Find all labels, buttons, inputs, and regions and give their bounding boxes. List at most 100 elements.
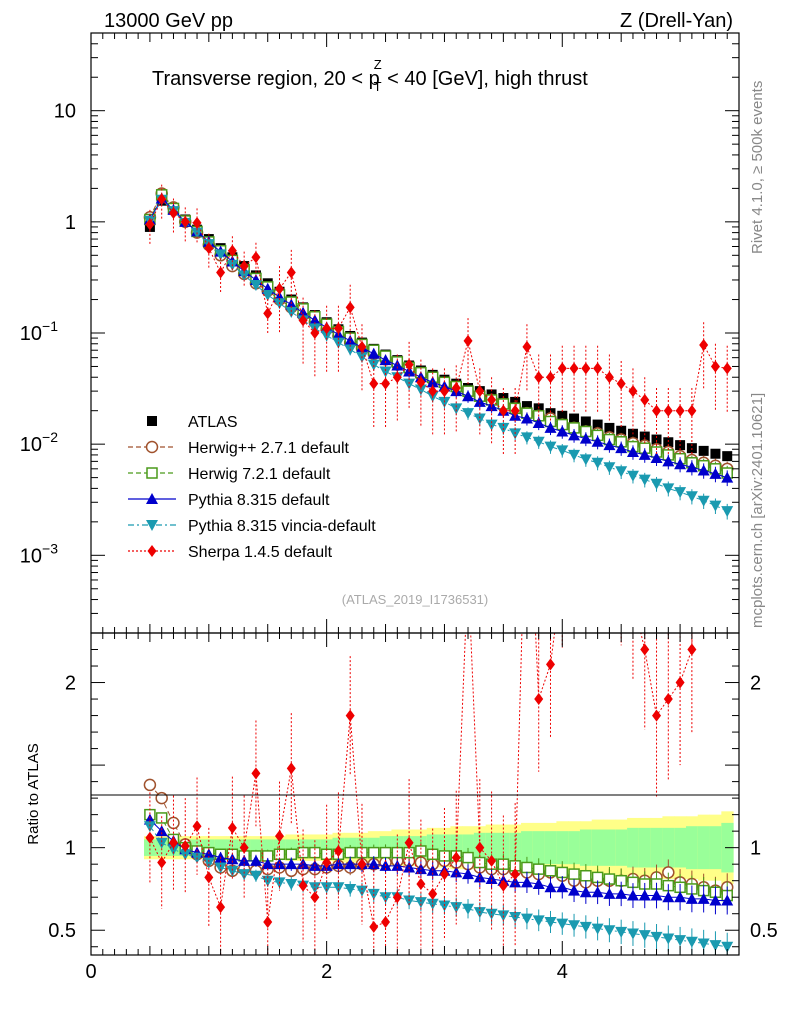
ratio-point: [509, 876, 522, 888]
data-point: [616, 425, 627, 436]
data-point: [603, 462, 616, 474]
ratio-point: [591, 923, 604, 935]
legend-label: ATLAS: [188, 414, 238, 431]
ratio-point: [333, 844, 343, 857]
ratio-point: [556, 881, 569, 893]
ratio-point: [415, 845, 427, 857]
ratio-point: [355, 885, 368, 897]
ratio-point: [674, 891, 687, 903]
data-point: [650, 478, 663, 490]
ratio-point: [568, 920, 581, 932]
legend-marker: [145, 440, 159, 454]
ratio-band-inner: [685, 826, 699, 870]
data-point: [261, 289, 274, 301]
ratio-point: [403, 861, 416, 873]
ratio-point: [650, 931, 663, 943]
data-point: [662, 483, 675, 495]
ratio-point: [249, 854, 262, 866]
y-tick-label: 1: [65, 212, 76, 234]
ratio-point: [556, 918, 569, 930]
ratio-point: [709, 940, 722, 952]
data-point: [473, 413, 486, 425]
main-panel-data: [143, 184, 734, 520]
ratio-point: [204, 871, 214, 884]
data-point: [604, 371, 614, 384]
ratio-point: [462, 903, 475, 915]
ratio-point: [697, 938, 710, 950]
legend-marker: [146, 467, 158, 479]
ratio-point: [697, 892, 710, 904]
ratio-point: [591, 886, 604, 898]
ratio-y-axis-label: Ratio to ATLAS: [25, 743, 42, 844]
data-point: [463, 334, 473, 347]
ratio-point: [532, 863, 545, 875]
ratio-point: [532, 915, 545, 927]
legend-marker: [146, 493, 158, 504]
data-point: [685, 461, 698, 473]
ratio-point: [238, 869, 251, 881]
ratio-point: [298, 879, 308, 892]
data-point: [227, 244, 237, 257]
ratio-band-inner: [697, 826, 711, 870]
data-point: [520, 412, 533, 424]
ratio-point: [464, 564, 473, 576]
y-tick-exponent: −2: [42, 429, 58, 445]
ratio-point: [155, 825, 168, 837]
ratio-point: [721, 894, 734, 906]
data-point: [557, 410, 568, 421]
data-point: [615, 466, 628, 478]
ratio-panel-data: [143, 528, 734, 955]
ratio-point: [426, 898, 439, 910]
plot-title-sub: T: [374, 79, 382, 94]
data-point: [721, 471, 734, 483]
ratio-point: [168, 836, 178, 849]
y-tick-label: 10−2: [20, 429, 58, 456]
data-point: [485, 419, 498, 431]
data-point: [357, 340, 367, 353]
legend-item-herwig-2-7-1-default: Herwig++ 2.7.1 default: [128, 440, 350, 457]
ratio-point: [510, 868, 520, 881]
ratio-point: [579, 886, 592, 898]
ratio-point: [605, 528, 614, 540]
data-point: [416, 376, 426, 389]
data-point: [699, 338, 709, 351]
ratio-point: [558, 568, 567, 580]
ratio-band-inner: [709, 826, 722, 870]
plot-title-sup: Z: [374, 57, 382, 72]
plot-title-prefix: Transverse region, 20 < p: [152, 68, 380, 90]
data-point: [709, 467, 722, 479]
y-tick-label: 10: [54, 101, 76, 123]
ratio-point: [273, 858, 286, 870]
ratio-point: [603, 925, 616, 937]
data-point: [297, 306, 310, 318]
ratio-point: [617, 561, 626, 573]
ratio-point: [626, 889, 639, 901]
ratio-point: [485, 873, 498, 885]
plot-title: Transverse region, 20 < pZ T < 40 [GeV], …: [152, 57, 588, 94]
data-point: [522, 340, 532, 353]
ratio-band-inner: [579, 829, 593, 866]
ratio-point: [145, 831, 155, 844]
legend-marker: [146, 520, 158, 531]
ratio-point: [451, 851, 461, 864]
y-tick-exponent: −3: [42, 540, 58, 556]
ratio-point: [192, 820, 202, 833]
data-point: [369, 377, 379, 390]
data-point: [379, 354, 392, 366]
ratio-point: [556, 866, 569, 879]
series-line: [149, 198, 728, 512]
data-point: [615, 442, 628, 454]
ratio-point: [297, 858, 310, 870]
data-point: [556, 425, 569, 437]
ratio-point: [603, 887, 616, 899]
main-panel-frame: [90, 32, 740, 634]
ratio-point: [685, 892, 698, 904]
data-point: [674, 458, 687, 470]
plot-title-suffix: < 40 [GeV], high thrust: [382, 68, 589, 90]
ratio-point: [638, 930, 651, 942]
ratio-point: [180, 840, 190, 853]
ratio-point: [344, 846, 356, 859]
mcplots-label: mcplots.cern.ch [arXiv:2401.10621]: [749, 393, 766, 628]
data-point: [414, 384, 427, 396]
ratio-point: [662, 933, 675, 945]
